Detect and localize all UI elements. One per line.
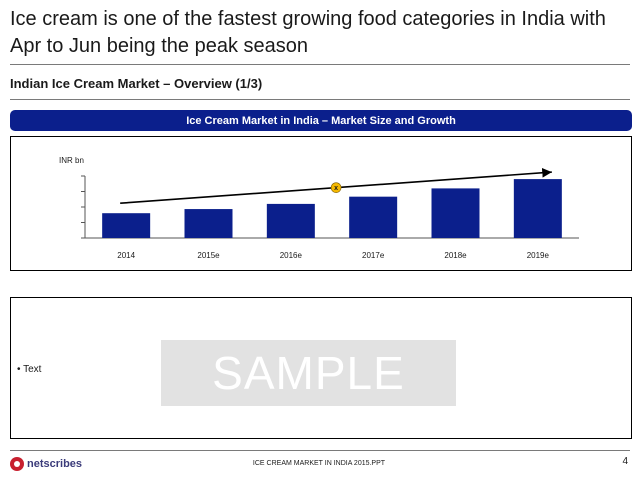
footer-caption: ICE CREAM MARKET IN INDIA 2015.PPT [252,460,386,467]
x-tick-label: 2019e [527,251,550,260]
section-subtitle: Indian Ice Cream Market – Overview (1/3) [10,76,263,91]
x-tick-label: 2015e [197,251,220,260]
logo-text: netscribes [27,458,83,470]
subtitle-divider [10,99,630,100]
x-tick-label: 2018e [444,251,467,260]
bar-2017e [349,196,398,238]
bar-2016e [266,203,315,238]
bar-2018e [431,188,480,238]
x-tick-label: 2014 [117,251,135,260]
chart-banner: Ice Cream Market in India – Market Size … [10,110,632,131]
bar-2014 [102,213,151,238]
cagr-badge-label: x [334,185,338,192]
bar-2015e [184,209,233,238]
bar-chart: INR bn 2014 2015e 2016e 2017e 2018e 2019e x [59,156,579,260]
x-tick-label: 2016e [280,251,303,260]
title-divider [10,64,630,65]
footer-divider [10,450,630,451]
chart-banner-label: Ice Cream Market in India – Market Size … [186,114,456,127]
page-number: 4 [622,456,628,467]
chart-panel: INR bn 2014 2015e 2016e 2017e 2018e 2019e x [10,136,632,271]
x-tick-label: 2017e [362,251,385,260]
sample-watermark: SAMPLE [161,340,456,406]
y-axis-label: INR bn [59,156,84,165]
slide-title: Ice cream is one of the fastest growing … [10,8,606,57]
bar-2019e [513,179,562,238]
logo-icon [10,457,24,471]
cagr-badge [330,182,342,193]
netscribes-logo: netscribes [10,456,82,472]
text-panel: • Text SAMPLE [10,297,632,439]
bullet-text: • Text [17,364,42,375]
